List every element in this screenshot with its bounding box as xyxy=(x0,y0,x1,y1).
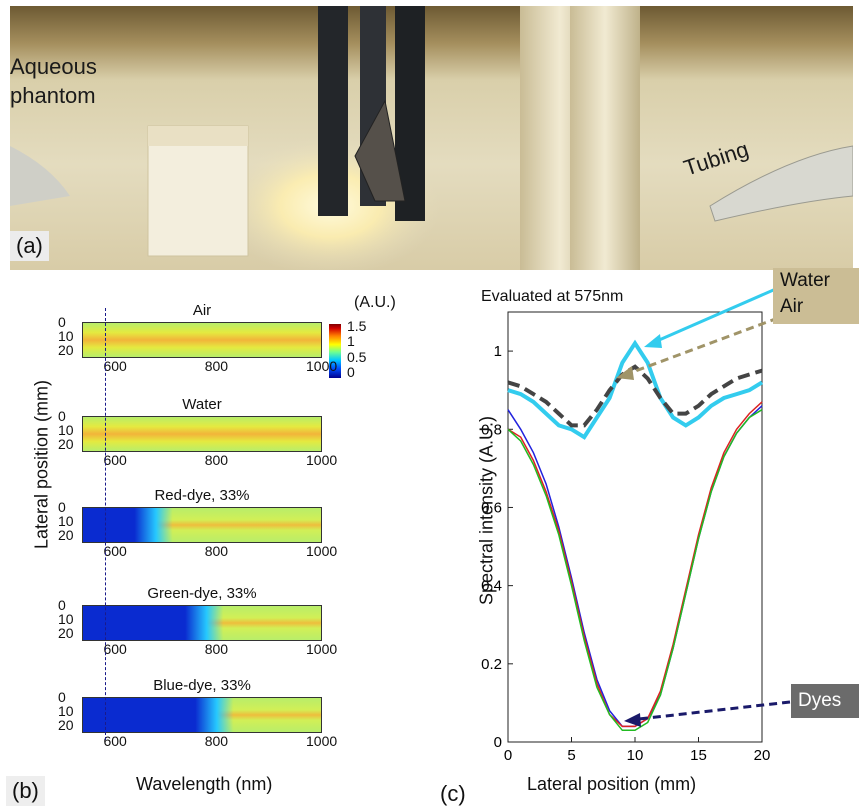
arrow-dyes-head xyxy=(624,713,641,727)
heatmap-x-tick: 1000 xyxy=(306,543,338,559)
colorbar-unit: (A.U.) xyxy=(354,294,396,311)
y-tick-label: 0.2 xyxy=(481,656,502,673)
series-line-1 xyxy=(507,364,763,428)
heatmap-title: Blue-dye, 33% xyxy=(153,677,251,694)
heatmap-y-tick: 20 xyxy=(58,717,74,733)
heatmap-x-tick: 1000 xyxy=(306,641,338,657)
y-tick-label: 1 xyxy=(494,343,502,360)
arrow-air-head xyxy=(616,366,634,380)
panel-b-xlabel: Wavelength (nm) xyxy=(136,774,273,794)
callout-water-air-box xyxy=(773,268,859,324)
panel-c-ylabel: Spectral intensity (A.U.) xyxy=(476,415,497,606)
panel-c-title: Evaluated at 575nm xyxy=(481,288,624,305)
series-line-3 xyxy=(507,401,763,728)
callout-dyes: Dyes xyxy=(798,690,842,711)
colorbar-tick-0: 0 xyxy=(347,364,355,380)
colorbar-tick-1-5: 1.5 xyxy=(347,318,367,334)
heatmap-y-tick: 0 xyxy=(58,689,66,705)
heatmap-y-tick: 10 xyxy=(58,513,74,529)
heatmap xyxy=(82,416,322,452)
colorbar-tick-1: 1 xyxy=(347,333,355,349)
y-tick-label: 0 xyxy=(494,734,502,751)
phantom-photo: Aqueous phantom Tubing (a) xyxy=(10,6,853,270)
series-line-4 xyxy=(507,409,763,732)
colorbar-tick-0-5: 0.5 xyxy=(347,349,367,365)
heatmap-y-tick: 0 xyxy=(58,597,66,613)
heatmap-x-tick: 600 xyxy=(103,452,127,468)
wavelength-marker-line xyxy=(104,308,106,740)
heatmap-y-tick: 0 xyxy=(58,314,66,330)
panel-b-tag: (b) xyxy=(6,776,45,806)
heatmap-title: Air xyxy=(192,302,212,319)
x-tick-label: 0 xyxy=(504,747,512,764)
panel-c-xlabel: Lateral position (mm) xyxy=(527,774,697,794)
y-tick-label: 0.4 xyxy=(481,578,502,595)
heatmap xyxy=(82,697,322,733)
callout-dyes-box xyxy=(791,684,859,718)
heatmap-title: Green-dye, 33% xyxy=(147,585,257,602)
y-tick-label: 0.8 xyxy=(481,421,502,438)
heatmap-x-tick: 800 xyxy=(204,733,229,749)
heatmap-y-tick: 20 xyxy=(58,436,74,452)
callout-air: Air xyxy=(780,296,804,317)
plot-frame xyxy=(507,311,763,743)
series-line-0 xyxy=(507,339,764,440)
heatmap-y-tick: 10 xyxy=(58,703,74,719)
heatmap-y-tick: 20 xyxy=(58,527,74,543)
label-aqueous-phantom: Aqueous phantom xyxy=(10,54,97,108)
heatmap-y-tick: 10 xyxy=(58,422,74,438)
heatmap-x-tick: 600 xyxy=(103,733,127,749)
heatmap-x-tick: 800 xyxy=(204,452,229,468)
heatmap-x-tick: 800 xyxy=(204,543,229,559)
heatmap-y-tick: 0 xyxy=(58,499,66,515)
panel-c-tag: (c) xyxy=(440,781,466,806)
x-tick-label: 20 xyxy=(754,747,771,764)
heatmap-x-tick: 800 xyxy=(204,641,229,657)
heatmap-x-tick: 600 xyxy=(103,358,127,374)
y-tick-label: 0.6 xyxy=(481,499,502,516)
panel-a-tag: (a) xyxy=(10,231,49,261)
heatmap xyxy=(82,322,322,358)
arrow-dyes xyxy=(629,700,791,722)
heatmap-y-tick: 20 xyxy=(58,625,74,641)
heatmap-y-tick: 20 xyxy=(58,342,74,358)
x-tick-label: 5 xyxy=(567,747,575,764)
photo-illustration xyxy=(10,6,853,270)
heatmap-title: Water xyxy=(182,396,222,413)
heatmap-y-tick: 10 xyxy=(58,328,74,344)
heatmap-title: Red-dye, 33% xyxy=(154,487,250,504)
arrow-water xyxy=(649,286,779,346)
heatmap-x-tick: 600 xyxy=(103,641,127,657)
arrow-air xyxy=(621,316,779,378)
heatmap-x-tick: 600 xyxy=(103,543,127,559)
arrow-water-head xyxy=(644,334,662,348)
heatmap-x-tick: 1000 xyxy=(306,452,338,468)
heatmap xyxy=(82,605,322,641)
heatmap-x-tick: 800 xyxy=(204,358,229,374)
heatmap-y-tick: 0 xyxy=(58,408,66,424)
colorbar xyxy=(329,324,341,378)
x-tick-label: 15 xyxy=(690,747,707,764)
heatmap xyxy=(82,507,322,543)
callout-water: Water xyxy=(780,270,830,291)
heatmap-y-tick: 10 xyxy=(58,611,74,627)
heatmap-x-tick: 1000 xyxy=(306,358,338,374)
heatmap-x-tick: 1000 xyxy=(306,733,338,749)
x-tick-label: 10 xyxy=(627,747,644,764)
